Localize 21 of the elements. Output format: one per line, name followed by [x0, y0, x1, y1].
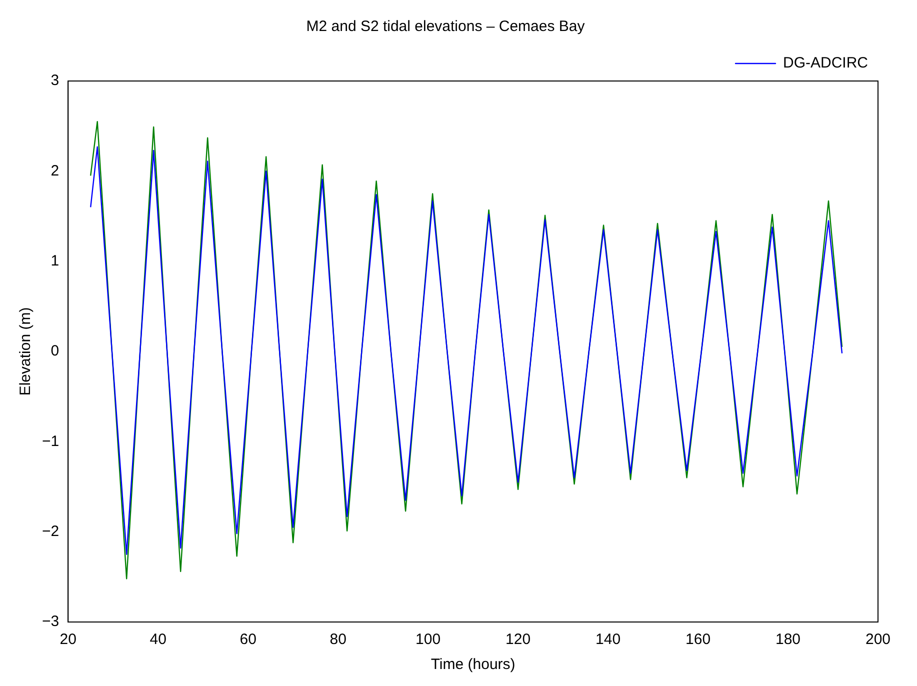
y-tick-label: 1: [50, 252, 60, 270]
y-tick-label: 2: [50, 162, 60, 180]
x-tick-label: 60: [240, 631, 256, 648]
y-tick-label: −3: [42, 613, 60, 630]
x-tick-label: 80: [330, 631, 346, 648]
x-tick-label: 100: [416, 631, 441, 648]
x-axis-title: Time (hours): [430, 656, 516, 674]
x-tick-label: 160: [686, 631, 711, 648]
x-tick-label: 20: [60, 631, 76, 648]
x-tick-label: 120: [506, 631, 531, 648]
chart-title: M2 and S2 tidal elevations – Cemaes Bay: [306, 18, 586, 36]
x-tick-label: 40: [150, 631, 166, 648]
y-tick-label: −1: [42, 432, 60, 450]
legend-label: DG-ADCIRC: [783, 54, 868, 72]
y-tick-label: 0: [50, 342, 60, 360]
y-tick-label: −2: [42, 522, 60, 540]
x-tick-label: 140: [596, 631, 621, 648]
y-tick-label: 3: [50, 72, 60, 90]
x-tick-label: 180: [775, 631, 801, 648]
x-tick-label: 200: [865, 631, 891, 648]
y-axis-title: Elevation (m): [17, 307, 34, 396]
